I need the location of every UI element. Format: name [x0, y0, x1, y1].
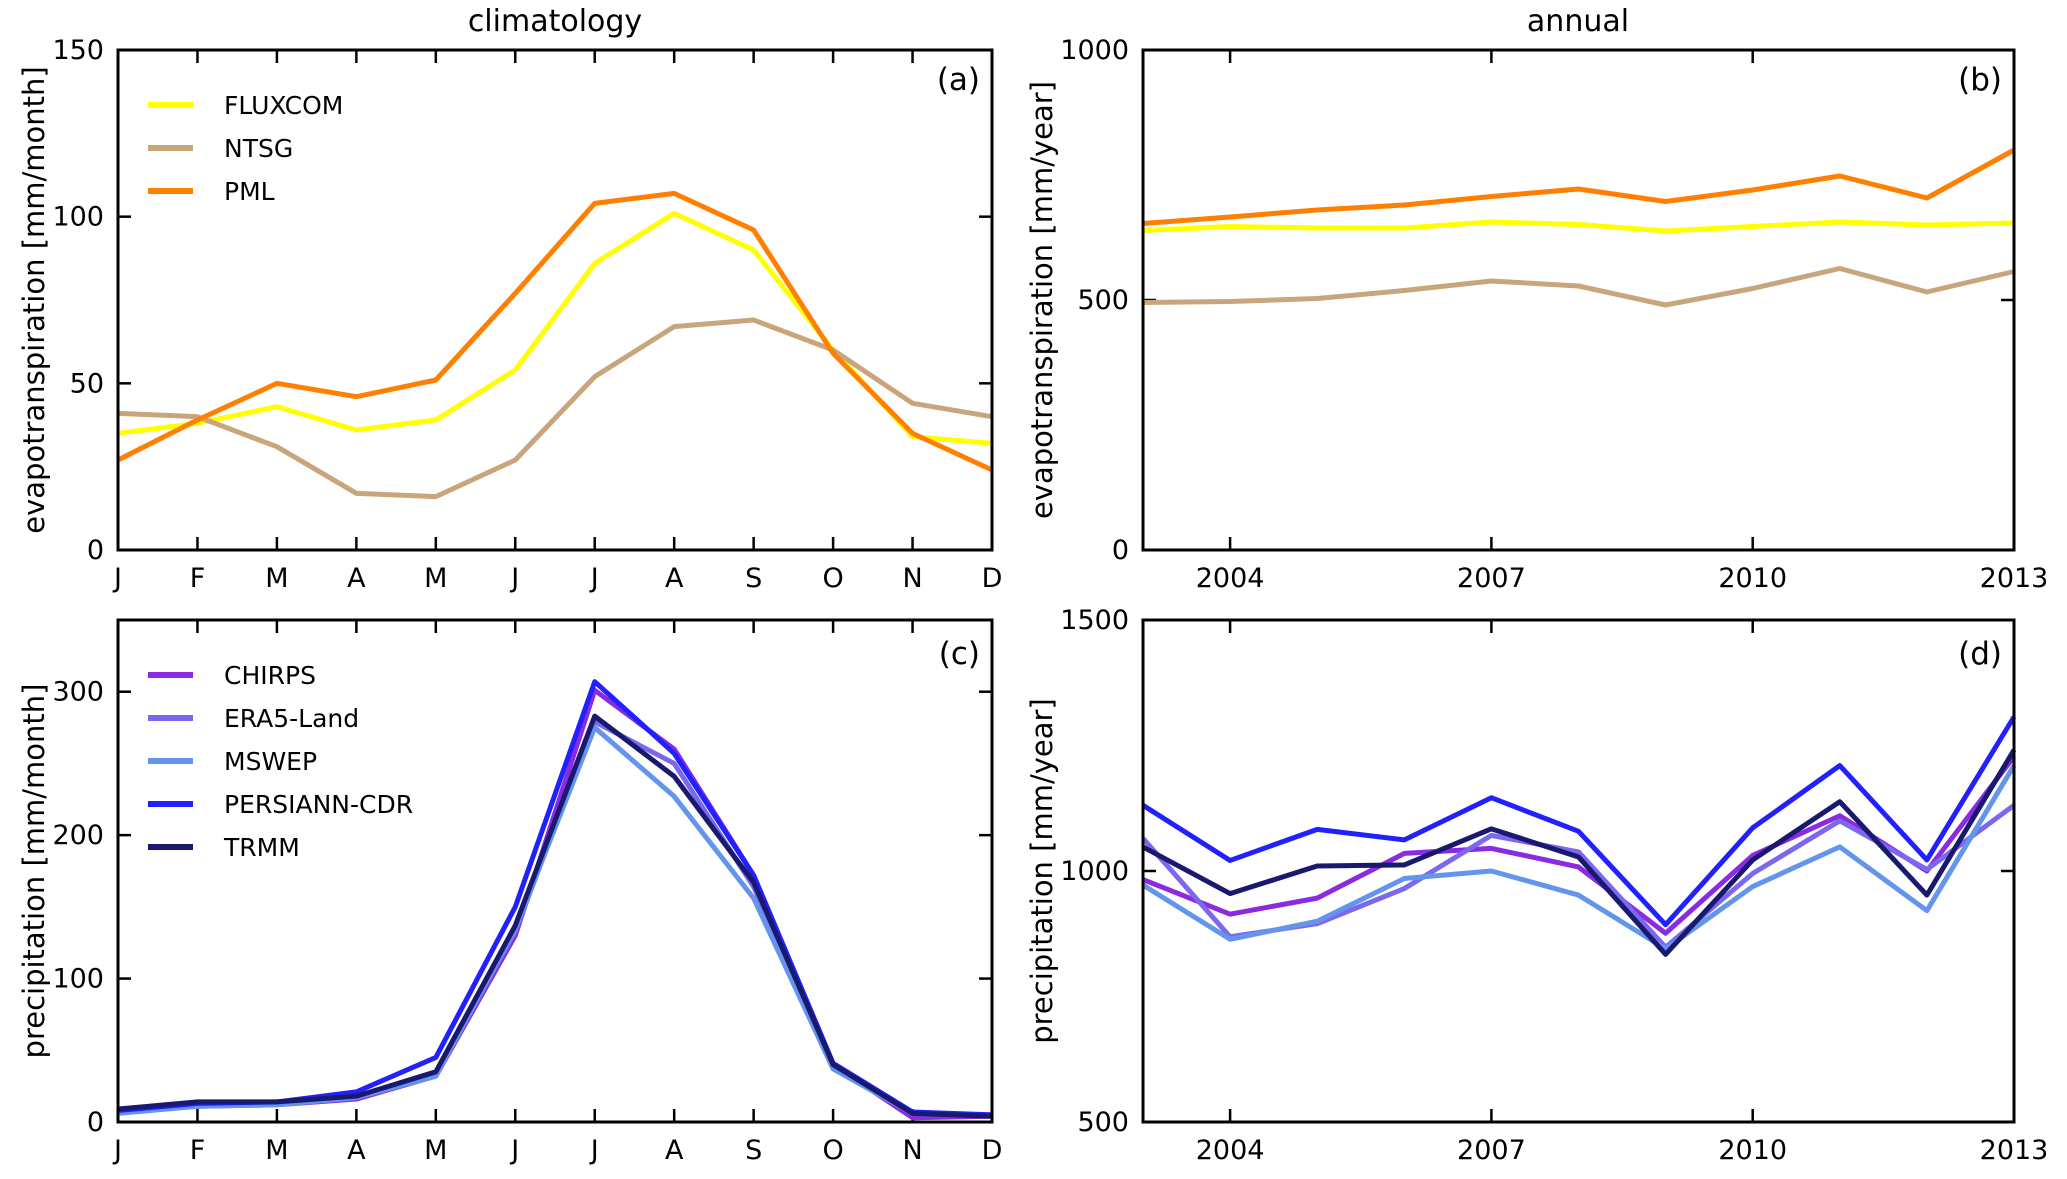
panel-b-title: annual	[1526, 4, 1630, 39]
x-tick-label: N	[902, 1135, 922, 1166]
x-tick-label: J	[589, 1135, 599, 1166]
y-tick-label: 500	[1077, 1107, 1129, 1138]
series-line-ERA5-Land	[117, 719, 993, 1118]
legend-label-MSWEP: MSWEP	[224, 747, 317, 776]
legend-item-MSWEP: MSWEP	[148, 747, 317, 776]
legend: FLUXCOM NTSG PML	[148, 91, 343, 206]
panel-b-border	[1141, 48, 2016, 552]
legend-item-TRMM: TRMM	[148, 833, 300, 862]
panel-a-plot: 0 50 100 150 J F M A M J J A S O N D FLUXCOM NTSG PML	[52, 35, 1002, 594]
legend-label-NTSG: NTSG	[224, 134, 293, 163]
x-tick-label: A	[665, 563, 684, 594]
legend: CHIRPS ERA5-Land MSWEP PERSIANN-CDR TRMM	[148, 661, 413, 862]
y-tick-label: 300	[52, 677, 104, 708]
x-tick-label: 2013	[1980, 1135, 2049, 1166]
x-tick-label: A	[665, 1135, 684, 1166]
x-tick-label: 2010	[1718, 563, 1787, 594]
legend-item-ERA5-Land: ERA5-Land	[148, 704, 359, 733]
x-tick-label: M	[265, 563, 288, 594]
y-tick-label: 1500	[1060, 605, 1129, 636]
legend-item-CHIRPS: CHIRPS	[148, 661, 316, 690]
y-tick-label: 0	[87, 1107, 104, 1138]
panel-b-y-axis-label: evapotranspiration [mm/year]	[1025, 80, 1059, 520]
panel-c-y-axis-label: precipitation [mm/month]	[17, 683, 51, 1059]
series-line-PML	[116, 190, 994, 473]
legend-label-FLUXCOM: FLUXCOM	[224, 91, 343, 120]
x-tick-label: J	[509, 1135, 519, 1166]
y-tick-label: 0	[1112, 535, 1129, 566]
x-tick-label: 2007	[1457, 1135, 1526, 1166]
x-tick-label: N	[902, 563, 922, 594]
x-tick-label: J	[589, 563, 599, 594]
legend-label-ERA5-Land: ERA5-Land	[224, 704, 359, 733]
panel-a-border	[116, 48, 994, 552]
legend-label-TRMM: TRMM	[223, 833, 300, 862]
y-tick-label: 1000	[1060, 856, 1129, 887]
panel-a-title: climatology	[467, 4, 643, 39]
x-tick-label: F	[190, 563, 206, 594]
x-tick-label: J	[112, 563, 122, 594]
panel-c-border	[116, 618, 994, 1124]
panel-a-letter: (a)	[936, 62, 980, 98]
x-tick-label: M	[424, 1135, 447, 1166]
x-tick-label: 2010	[1718, 1135, 1787, 1166]
x-tick-label: M	[424, 563, 447, 594]
legend-item-PML: PML	[148, 177, 275, 206]
x-tick-label: O	[822, 1135, 843, 1166]
legend-item-PERSIANN-CDR: PERSIANN-CDR	[148, 790, 413, 819]
legend-item-FLUXCOM: FLUXCOM	[148, 91, 343, 120]
panel-b-letter: (b)	[1958, 62, 2002, 98]
y-tick-label: 500	[1077, 285, 1129, 316]
y-tick-label: 0	[87, 535, 104, 566]
series-line-NTSG	[117, 317, 993, 500]
x-tick-label: J	[112, 1135, 122, 1166]
x-tick-label: 2007	[1457, 563, 1526, 594]
y-tick-label: 1000	[1060, 35, 1129, 66]
x-tick-label: M	[265, 1135, 288, 1166]
legend-label-PML: PML	[224, 177, 275, 206]
series-line-PML	[1142, 147, 2016, 226]
series-line-MSWEP	[117, 725, 993, 1119]
series-line-PERSIANN-CDR	[1141, 715, 2017, 928]
x-tick-label: A	[347, 1135, 366, 1166]
y-tick-label: 100	[52, 964, 104, 995]
legend-label-CHIRPS: CHIRPS	[224, 661, 316, 690]
legend-item-NTSG: NTSG	[148, 134, 293, 163]
panel-d-border	[1141, 618, 2016, 1124]
panel-d-letter: (d)	[1958, 636, 2002, 672]
series-line-NTSG	[1142, 266, 2015, 308]
panel-b-plot: 0 500 1000 2004 2007 2010 2013	[1060, 35, 2048, 594]
panel-d-y-axis-label: precipitation [mm/year]	[1025, 698, 1059, 1044]
legend-label-PERSIANN-CDR: PERSIANN-CDR	[224, 790, 413, 819]
panel-c-letter: (c)	[938, 636, 980, 672]
y-tick-label: 50	[70, 368, 104, 399]
y-tick-label: 150	[52, 35, 104, 66]
x-tick-label: 2004	[1196, 563, 1265, 594]
series-line-TRMM	[117, 713, 993, 1119]
panel-d-plot: 500 1000 1500 2004 2007 2010 2013	[1060, 605, 2048, 1166]
panel-c-plot: 0 100 200 300 J F M A M J J A S O N D CHIRPS ERA5-Land MSW…	[52, 618, 1003, 1166]
x-tick-label: 2004	[1196, 1135, 1265, 1166]
panel-a-y-axis-label: evapotranspiration [mm/month]	[17, 66, 51, 534]
x-tick-label: J	[509, 563, 519, 594]
x-tick-label: A	[347, 563, 366, 594]
series-line-TRMM	[1141, 748, 2017, 957]
x-tick-label: F	[190, 1135, 206, 1166]
series-line-FLUXCOM	[1142, 219, 2015, 234]
x-tick-label: S	[745, 563, 762, 594]
x-tick-label: O	[822, 563, 843, 594]
y-tick-label: 100	[52, 202, 104, 233]
x-tick-label: D	[982, 563, 1003, 594]
x-tick-label: 2013	[1980, 563, 2049, 594]
x-tick-label: D	[982, 1135, 1003, 1166]
series-line-MSWEP	[1141, 764, 2017, 952]
y-tick-label: 200	[52, 820, 104, 851]
x-tick-label: S	[745, 1135, 762, 1166]
